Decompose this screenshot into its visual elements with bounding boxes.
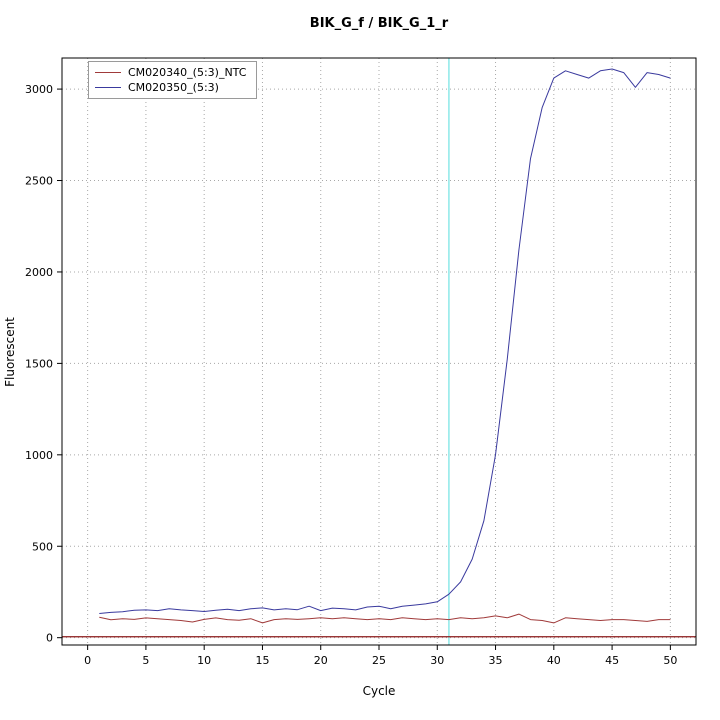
svg-text:30: 30 [430, 654, 444, 667]
legend-line-sample-ntc [95, 72, 121, 73]
svg-text:5: 5 [142, 654, 149, 667]
svg-text:3000: 3000 [25, 83, 53, 96]
svg-text:500: 500 [32, 540, 53, 553]
legend-item: CM020350_(5:3) [95, 80, 246, 95]
legend-line-sample-sample [95, 87, 121, 88]
svg-text:0: 0 [46, 632, 53, 645]
legend: CM020340_(5:3)_NTC CM020350_(5:3) [88, 61, 258, 99]
svg-text:35: 35 [489, 654, 503, 667]
svg-text:1000: 1000 [25, 449, 53, 462]
svg-text:40: 40 [547, 654, 561, 667]
svg-text:1500: 1500 [25, 357, 53, 370]
svg-text:15: 15 [255, 654, 269, 667]
svg-text:2500: 2500 [25, 175, 53, 188]
legend-label-ntc: CM020340_(5:3)_NTC [128, 66, 247, 79]
svg-text:10: 10 [197, 654, 211, 667]
svg-text:0: 0 [84, 654, 91, 667]
svg-text:45: 45 [605, 654, 619, 667]
y-axis-label: Fluorescent [3, 317, 17, 387]
chart-title: BIK_G_f / BIK_G_1_r [309, 16, 449, 31]
svg-text:20: 20 [314, 654, 328, 667]
legend-item: CM020340_(5:3)_NTC [95, 65, 246, 80]
svg-text:25: 25 [372, 654, 386, 667]
svg-text:50: 50 [663, 654, 677, 667]
x-axis-label: Cycle [362, 684, 396, 698]
svg-text:2000: 2000 [25, 266, 53, 279]
legend-label-sample: CM020350_(5:3) [128, 81, 219, 94]
